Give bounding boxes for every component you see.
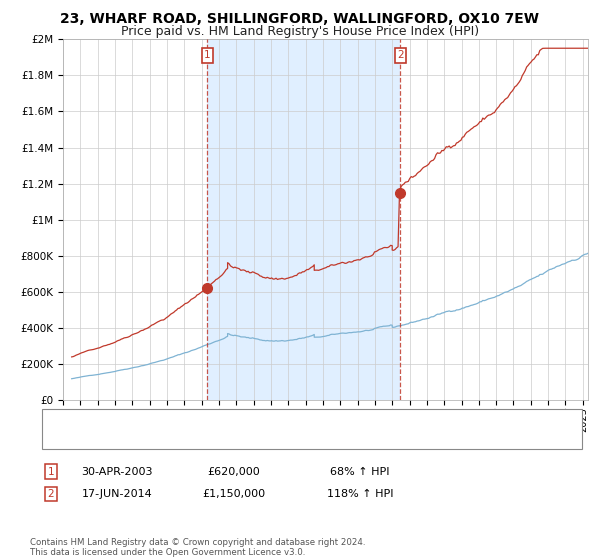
- Text: 2: 2: [397, 50, 403, 60]
- Text: HPI: Average price, detached house, South Oxfordshire: HPI: Average price, detached house, Sout…: [81, 434, 355, 444]
- Text: 1: 1: [47, 466, 55, 477]
- Text: 17-JUN-2014: 17-JUN-2014: [82, 489, 152, 499]
- Text: ——: ——: [51, 432, 66, 446]
- Text: Price paid vs. HM Land Registry's House Price Index (HPI): Price paid vs. HM Land Registry's House …: [121, 25, 479, 38]
- Text: 23, WHARF ROAD, SHILLINGFORD, WALLINGFORD, OX10 7EW (detached house): 23, WHARF ROAD, SHILLINGFORD, WALLINGFOR…: [81, 416, 478, 426]
- Text: 23, WHARF ROAD, SHILLINGFORD, WALLINGFORD, OX10 7EW: 23, WHARF ROAD, SHILLINGFORD, WALLINGFOR…: [61, 12, 539, 26]
- Text: £620,000: £620,000: [208, 466, 260, 477]
- Bar: [208, 39, 400, 400]
- Text: 68% ↑ HPI: 68% ↑ HPI: [330, 466, 390, 477]
- Text: Contains HM Land Registry data © Crown copyright and database right 2024.
This d: Contains HM Land Registry data © Crown c…: [30, 538, 365, 557]
- Text: 1: 1: [204, 50, 211, 60]
- Text: ——: ——: [51, 414, 66, 427]
- Text: 30-APR-2003: 30-APR-2003: [81, 466, 153, 477]
- Text: 2: 2: [47, 489, 55, 499]
- Text: 118% ↑ HPI: 118% ↑ HPI: [327, 489, 393, 499]
- Text: £1,150,000: £1,150,000: [202, 489, 266, 499]
